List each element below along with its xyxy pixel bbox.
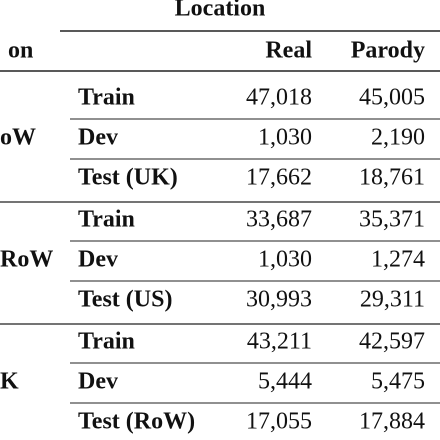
row-label: Train bbox=[78, 329, 135, 355]
cell: 1,274 bbox=[371, 247, 425, 273]
row-label: Test (UK) bbox=[78, 165, 178, 191]
row-label: Test (US) bbox=[78, 287, 172, 313]
cell: 5,444 bbox=[258, 369, 312, 395]
cell: 17,884 bbox=[359, 409, 425, 435]
row-label: Dev bbox=[78, 369, 118, 395]
cell: 47,018 bbox=[246, 85, 312, 111]
cell: 29,311 bbox=[360, 287, 425, 313]
cell: 45,005 bbox=[359, 85, 425, 111]
column-header: on bbox=[8, 38, 33, 64]
group-label: K bbox=[0, 369, 19, 395]
cell: 17,055 bbox=[246, 409, 312, 435]
table-title: Location bbox=[175, 0, 266, 22]
row-label: Train bbox=[78, 85, 135, 111]
cell: 1,030 bbox=[258, 125, 312, 151]
cell: 18,761 bbox=[359, 165, 425, 191]
cell: 35,371 bbox=[359, 207, 425, 233]
row-label: Dev bbox=[78, 125, 118, 151]
column-header: Real bbox=[265, 38, 312, 64]
cell: 1,030 bbox=[258, 247, 312, 273]
cell: 30,993 bbox=[246, 287, 312, 313]
column-header: Parody bbox=[351, 38, 425, 64]
cell: 17,662 bbox=[246, 165, 312, 191]
group-label: oW bbox=[0, 125, 36, 151]
cell: 43,211 bbox=[247, 329, 312, 355]
row-label: Test (RoW) bbox=[78, 409, 195, 435]
row-label: Train bbox=[78, 207, 135, 233]
cell: 2,190 bbox=[371, 125, 425, 151]
cell: 5,475 bbox=[371, 369, 425, 395]
cell: 33,687 bbox=[246, 207, 312, 233]
row-label: Dev bbox=[78, 247, 118, 273]
group-label: RoW bbox=[0, 247, 53, 273]
cell: 42,597 bbox=[359, 329, 425, 355]
